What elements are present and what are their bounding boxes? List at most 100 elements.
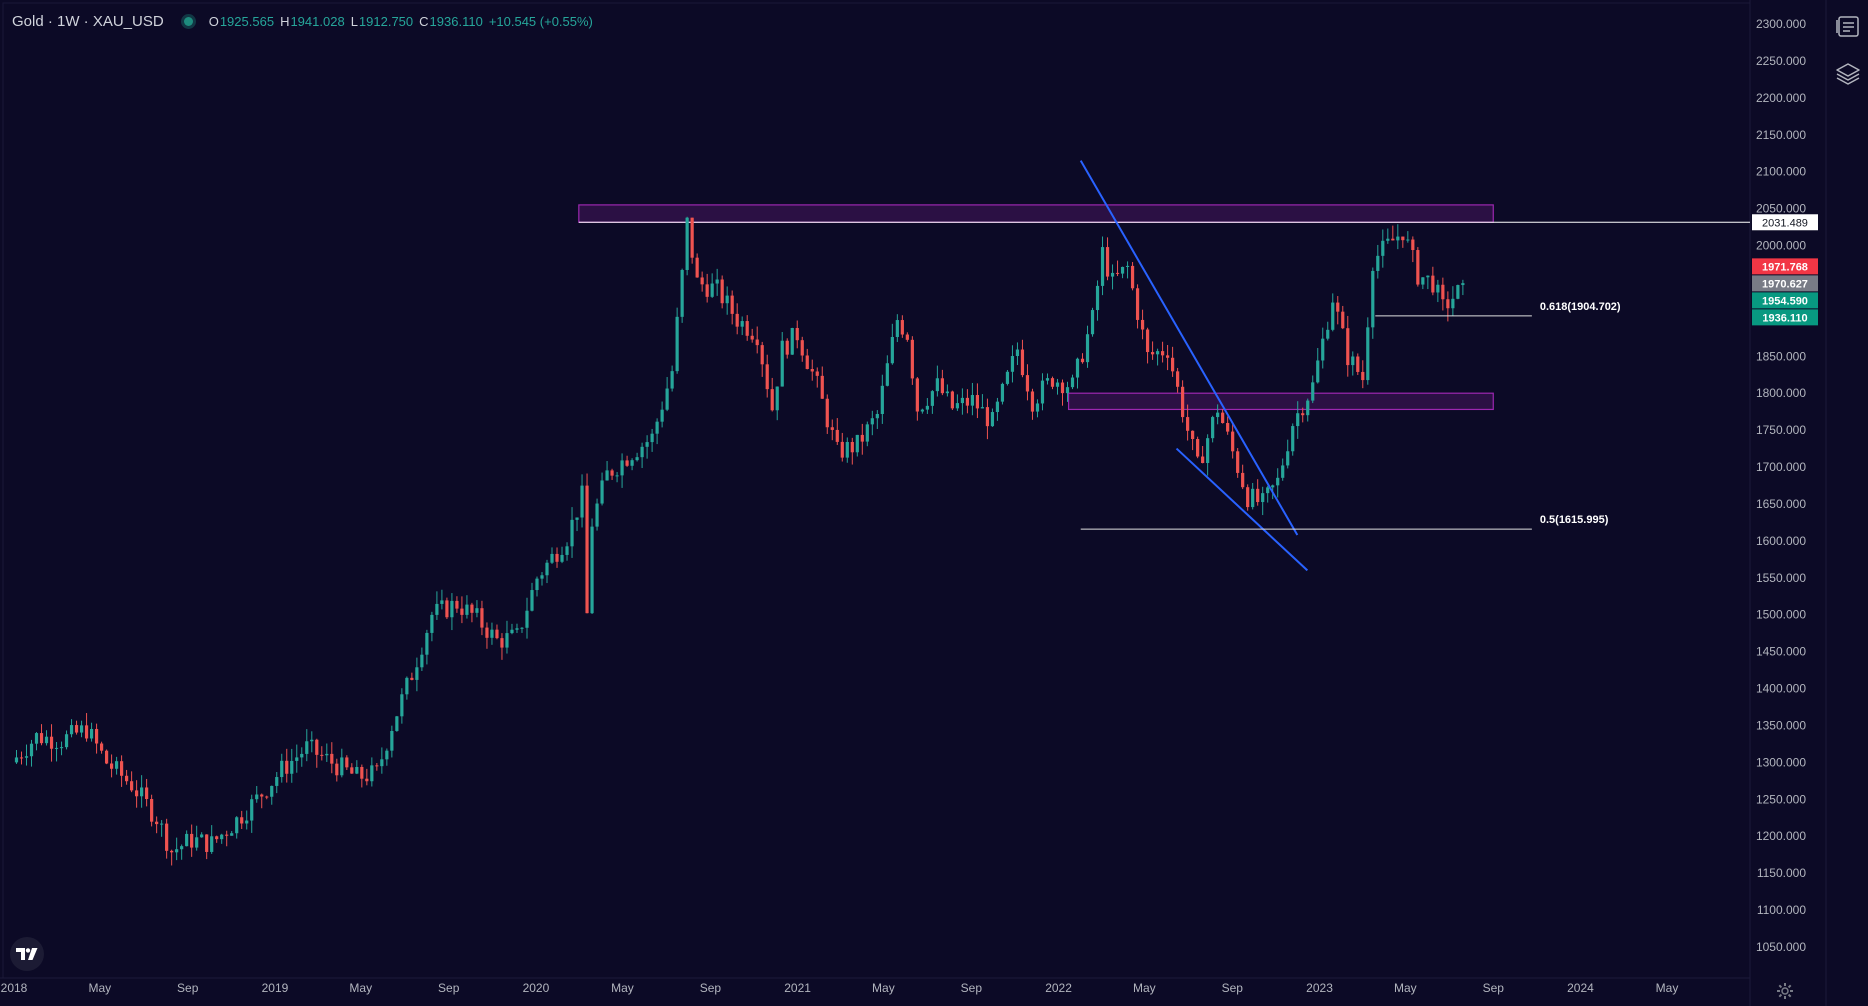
candle-body xyxy=(745,321,749,336)
trend-line[interactable] xyxy=(1175,447,1309,572)
candle-body xyxy=(615,475,619,477)
x-tick-label: 2024 xyxy=(1567,981,1594,995)
candle-body xyxy=(520,627,524,629)
candle-body xyxy=(220,834,224,840)
price-marker xyxy=(1752,214,1818,231)
y-tick-label: 1750.000 xyxy=(1756,423,1806,437)
candle-body xyxy=(1105,247,1110,277)
symbol-title[interactable]: Gold · 1W · XAU_USD xyxy=(12,12,164,30)
candle-body xyxy=(1236,451,1240,473)
candle-body xyxy=(630,460,634,466)
candle-body xyxy=(455,600,459,609)
candle-body xyxy=(540,575,544,579)
hotlist-button[interactable] xyxy=(1828,6,1868,46)
candle-body xyxy=(79,725,84,733)
candle-body xyxy=(850,442,854,453)
candle-body xyxy=(1261,493,1265,503)
candle-body xyxy=(805,355,809,369)
candle-body xyxy=(875,413,879,419)
candle-body xyxy=(1055,382,1060,387)
candle-body xyxy=(1110,272,1115,277)
candle-body xyxy=(195,837,199,848)
candle-body xyxy=(1140,319,1145,330)
candle-body xyxy=(165,823,169,851)
candle-body xyxy=(680,270,684,317)
candle-body xyxy=(625,460,629,466)
candle-body xyxy=(760,345,764,365)
candle-body xyxy=(175,849,179,853)
candle-body xyxy=(445,600,449,618)
candle-body xyxy=(185,833,189,847)
x-tick-label: Sep xyxy=(961,981,983,995)
candle-body xyxy=(104,750,109,764)
y-tick-label: 1550.000 xyxy=(1756,571,1806,585)
candle-body xyxy=(545,562,549,576)
candle-body xyxy=(575,517,579,520)
time-axis[interactable]: 2018 May Sep 2019 May Sep 2020 May Sep 2021 May Sep… xyxy=(1,981,1679,995)
price-axis[interactable]: 2300.000 2250.000 2200.000 2150.000 2100.000… xyxy=(1756,17,1806,954)
candle-body xyxy=(1050,378,1055,387)
candle-body xyxy=(170,850,174,853)
y-tick-label: 2250.000 xyxy=(1756,54,1806,68)
tradingview-logo-icon[interactable] xyxy=(10,937,44,971)
candle-body xyxy=(1396,236,1400,241)
candle-body xyxy=(1251,488,1255,508)
candle-body xyxy=(34,733,39,744)
candle-body xyxy=(250,799,254,821)
layers-button[interactable] xyxy=(1828,54,1868,94)
candle-body xyxy=(765,364,769,390)
candle-body xyxy=(49,736,54,749)
zones-layer xyxy=(578,204,1494,411)
candle-body xyxy=(580,485,584,518)
candle-body xyxy=(1311,382,1315,401)
candle-body xyxy=(965,397,970,406)
candle-body xyxy=(1376,255,1380,271)
candle-body xyxy=(905,334,909,340)
candle-body xyxy=(710,283,714,297)
candle-body xyxy=(480,608,484,628)
trend-line[interactable] xyxy=(1079,160,1299,536)
candle-body xyxy=(1286,451,1290,466)
candle-body xyxy=(335,763,339,776)
candle-body xyxy=(1406,239,1410,241)
candle-body xyxy=(109,763,114,769)
resistance-zone[interactable] xyxy=(1067,392,1494,411)
price-marker xyxy=(1752,292,1818,309)
symbol-legend[interactable]: Gold · 1W · XAU_USD O 1925.565 H 1941.028 … xyxy=(12,11,593,31)
candle-body xyxy=(1276,477,1280,486)
candle-body xyxy=(1346,328,1350,366)
candle-body xyxy=(865,424,869,442)
candle-body xyxy=(1176,371,1180,387)
candle-body xyxy=(1020,349,1025,376)
settings-gear-icon[interactable] xyxy=(1775,981,1795,1001)
candle-body xyxy=(205,834,209,852)
candle-body xyxy=(500,638,504,648)
candle-body xyxy=(1150,352,1155,355)
candle-body xyxy=(930,391,934,406)
close-value: 1936.110 xyxy=(429,13,483,29)
candle-body xyxy=(1211,417,1215,439)
x-tick-label: 2018 xyxy=(1,981,28,995)
candle-body xyxy=(1100,247,1105,286)
trendlines-layer xyxy=(1079,160,1309,572)
y-tick-label: 1450.000 xyxy=(1756,645,1806,659)
open-label: O xyxy=(208,13,219,29)
candle-body xyxy=(1371,270,1375,328)
candle-body xyxy=(775,386,779,411)
candle-body xyxy=(280,760,284,778)
candle-body xyxy=(810,368,814,372)
candle-body xyxy=(140,787,144,797)
candle-body xyxy=(1075,358,1080,378)
candle-body xyxy=(290,760,294,774)
candle-body xyxy=(995,401,1000,413)
candle-body xyxy=(1060,382,1065,394)
x-tick-label: 2019 xyxy=(262,981,289,995)
resistance-zone[interactable] xyxy=(578,204,1494,223)
candle-body xyxy=(820,375,824,399)
candle-body xyxy=(1080,358,1085,363)
candle-body xyxy=(730,295,734,314)
candle-body xyxy=(285,760,289,774)
market-status-icon[interactable] xyxy=(183,16,193,26)
